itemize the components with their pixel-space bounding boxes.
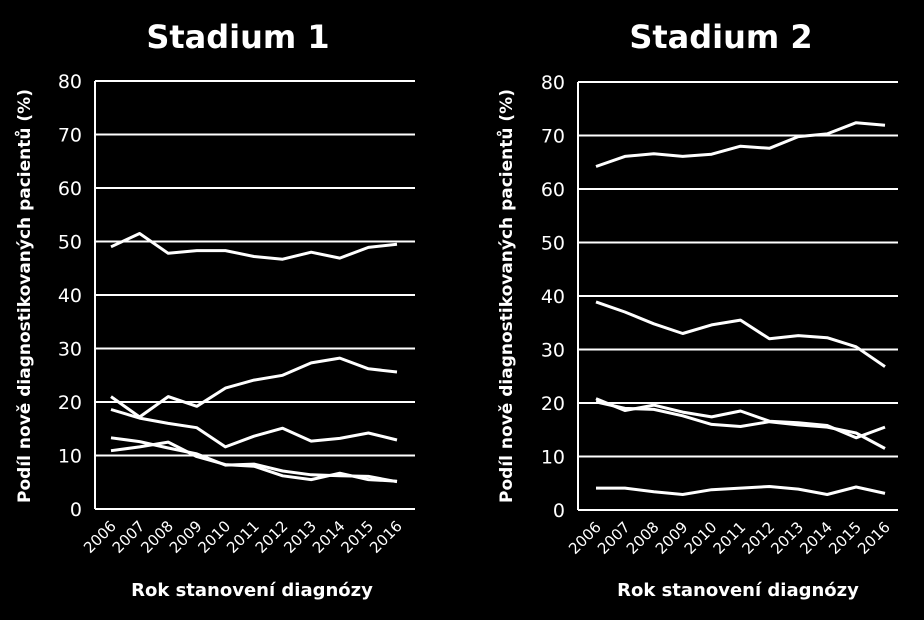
series-line-2 <box>110 356 398 419</box>
series-line-2 <box>595 300 886 368</box>
y-tick-label: 10 <box>58 446 82 468</box>
y-tick-label: 30 <box>58 339 82 361</box>
x-axis-label: Rok stanovení diagnózy <box>131 580 373 601</box>
y-axis-label: Podíl nově diagnostikovaných pacientů (%… <box>13 89 35 503</box>
chart-stadium-2: Stadium 2 Podíl nově diagnostikovaných p… <box>495 18 898 601</box>
y-tick-label: 60 <box>58 178 82 200</box>
y-tick-label: 10 <box>541 447 565 469</box>
series-line-1 <box>595 121 886 168</box>
series-line-3 <box>110 408 398 449</box>
y-tick-label: 70 <box>58 125 82 147</box>
y-tick-label: 60 <box>541 179 565 201</box>
y-tick-label: 20 <box>58 392 82 414</box>
y-tick-label: 70 <box>541 126 565 148</box>
y-tick-label: 0 <box>553 500 565 522</box>
series-line-4 <box>595 400 886 450</box>
y-tick-label: 80 <box>58 71 82 93</box>
y-tick-label: 0 <box>70 499 82 521</box>
y-tick-label: 50 <box>58 232 82 254</box>
series-line-5 <box>596 485 886 496</box>
y-tick-label: 30 <box>541 340 565 362</box>
chart-title: Stadium 2 <box>629 18 812 56</box>
y-axis-label: Podíl nově diagnostikovaných pacientů (%… <box>495 89 517 503</box>
x-axis-label: Rok stanovení diagnózy <box>617 580 859 601</box>
y-tick-label: 80 <box>541 72 565 94</box>
chart-title: Stadium 1 <box>146 18 329 56</box>
y-tick-label: 50 <box>541 233 565 255</box>
y-tick-label: 40 <box>541 286 565 308</box>
series-line-1 <box>110 232 398 261</box>
series-line-5 <box>110 440 398 483</box>
y-tick-label: 20 <box>541 393 565 415</box>
y-tick-label: 40 <box>58 285 82 307</box>
